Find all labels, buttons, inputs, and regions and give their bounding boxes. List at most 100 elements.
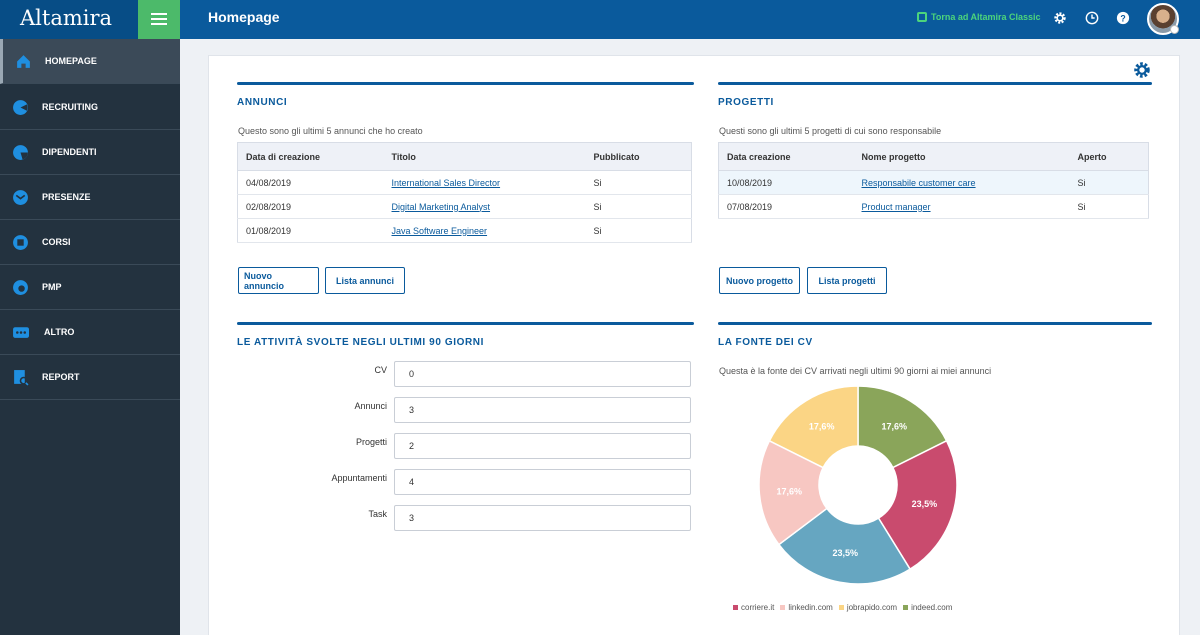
column-header[interactable]: Data creazione: [718, 142, 854, 171]
switch-icon: [917, 12, 927, 22]
legend-label: corriere.it: [741, 603, 775, 612]
classic-link-label: Torna ad Altamira Classic: [931, 12, 1041, 22]
legend-label: indeed.com: [911, 603, 953, 612]
user-avatar[interactable]: [1147, 3, 1179, 35]
sidebar-item-altro[interactable]: ALTRO: [0, 310, 180, 355]
annuncio-link[interactable]: Java Software Engineer: [391, 225, 488, 236]
cell-open: Si: [1069, 194, 1149, 219]
cell-name: Responsabile customer care: [853, 170, 1070, 195]
dashboard-settings-icon[interactable]: [1133, 61, 1151, 79]
pie-slice[interactable]: [777, 507, 912, 585]
legend-item[interactable]: jobrapido.com: [838, 603, 897, 612]
cell-date: 01/08/2019: [237, 218, 384, 243]
cell-date: 07/08/2019: [718, 194, 854, 219]
column-header[interactable]: Aperto: [1069, 142, 1149, 171]
clock-icon[interactable]: [1085, 11, 1099, 25]
list-progetti-button[interactable]: Lista progetti: [807, 267, 887, 294]
cell-date: 02/08/2019: [237, 194, 384, 219]
sidebar-item-label: PRESENZE: [42, 192, 91, 202]
progetto-link[interactable]: Product manager: [861, 201, 931, 212]
legend-swatch: [838, 605, 844, 610]
annuncio-link[interactable]: Digital Marketing Analyst: [391, 201, 491, 212]
app-logo[interactable]: Altamira: [0, 0, 138, 39]
pie-slice-label: 17,6%: [777, 486, 803, 496]
page-title: Homepage: [208, 9, 280, 25]
attendance-icon: [13, 189, 28, 205]
table-header-row: Data creazione Nome progetto Aperto: [718, 142, 1149, 171]
sidebar-item-pmp[interactable]: PMP: [0, 265, 180, 310]
annuncio-link[interactable]: International Sales Director: [391, 177, 501, 188]
progetti-title: PROGETTI: [718, 97, 774, 108]
new-progetto-button[interactable]: Nuovo progetto: [719, 267, 800, 294]
sidebar-item-recruiting[interactable]: RECRUITING: [0, 85, 180, 130]
table-row: 02/08/2019 Digital Marketing Analyst Si: [237, 194, 692, 219]
legend-item[interactable]: linkedin.com: [780, 603, 833, 612]
chart-legend: corriere.it linkedin.com jobrapido.com i…: [733, 603, 952, 612]
stat-label-task: Task: [368, 509, 387, 519]
employees-icon: [13, 144, 28, 160]
column-header[interactable]: Titolo: [383, 142, 586, 171]
sidebar-item-label: HOMEPAGE: [45, 56, 97, 66]
cell-date: 04/08/2019: [237, 170, 384, 195]
cell-title: Digital Marketing Analyst: [383, 194, 586, 219]
sidebar-item-label: RECRUITING: [42, 102, 98, 112]
stat-field-task[interactable]: 3: [394, 505, 691, 531]
sidebar-item-label: DIPENDENTI: [42, 147, 97, 157]
legend-label: linkedin.com: [788, 603, 833, 612]
legend-item[interactable]: indeed.com: [903, 603, 952, 612]
stat-field-annunci[interactable]: 3: [394, 397, 691, 423]
legend-swatch: [903, 605, 909, 610]
progetto-link[interactable]: Responsabile customer care: [861, 177, 976, 188]
gear-icon[interactable]: [1053, 11, 1067, 25]
classic-link[interactable]: Torna ad Altamira Classic: [917, 12, 1041, 22]
stat-field-progetti[interactable]: 2: [394, 433, 691, 459]
progetti-subtitle: Questi sono gli ultimi 5 progetti di cui…: [719, 126, 942, 136]
help-icon[interactable]: ?: [1116, 11, 1130, 25]
cell-published: Si: [585, 218, 692, 243]
hamburger-icon: [151, 13, 167, 15]
other-icon: [13, 326, 29, 338]
table-row: 10/08/2019 Responsabile customer care Si: [718, 170, 1149, 195]
legend-item[interactable]: corriere.it: [733, 603, 774, 612]
recruiting-icon: [13, 99, 28, 115]
pie-slice-label: 17,6%: [882, 421, 908, 431]
stat-label-progetti: Progetti: [355, 437, 387, 447]
sidebar-item-label: REPORT: [42, 372, 80, 382]
courses-icon: [13, 234, 28, 250]
pie-slice-label: 23,5%: [832, 548, 858, 558]
column-header[interactable]: Nome progetto: [853, 142, 1070, 171]
annunci-subtitle: Questo sono gli ultimi 5 annunci che ho …: [238, 126, 423, 136]
svg-text:?: ?: [1120, 14, 1125, 24]
column-header[interactable]: Data di creazione: [237, 142, 384, 171]
pie-slice[interactable]: [768, 385, 859, 469]
stat-label-appuntamenti: Appuntamenti: [331, 473, 387, 483]
stat-field-appuntamenti[interactable]: 4: [394, 469, 691, 495]
list-annunci-button[interactable]: Lista annunci: [325, 267, 405, 294]
sidebar-item-report[interactable]: REPORT: [0, 355, 180, 400]
legend-swatch: [780, 605, 786, 610]
sidebar-item-label: CORSI: [42, 237, 71, 247]
sidebar: HOMEPAGE RECRUITING DIPENDENTI PRESENZE …: [0, 39, 180, 635]
cell-title: Java Software Engineer: [383, 218, 586, 243]
sidebar-item-corsi[interactable]: CORSI: [0, 220, 180, 265]
annunci-table: Data di creazione Titolo Pubblicato 04/0…: [237, 142, 692, 243]
pie-slice[interactable]: [857, 385, 948, 469]
top-bar: Altamira Homepage Torna ad Altamira Clas…: [0, 0, 1200, 39]
table-row: 01/08/2019 Java Software Engineer Si: [237, 218, 692, 243]
column-header[interactable]: Pubblicato: [585, 142, 692, 171]
cv-source-chart: 17,6% 23,5% 23,5% 17,6% 17,6%: [758, 385, 958, 585]
report-icon: [14, 369, 29, 386]
stat-field-cv[interactable]: 0: [394, 361, 691, 387]
pie-slice[interactable]: [877, 439, 958, 571]
avatar-status-badge: [1170, 25, 1179, 34]
pie-slice[interactable]: [758, 439, 828, 546]
new-annuncio-button[interactable]: Nuovo annuncio: [238, 267, 319, 294]
sidebar-item-homepage[interactable]: HOMEPAGE: [0, 39, 180, 84]
progetti-table: Data creazione Nome progetto Aperto 10/0…: [718, 142, 1149, 219]
legend-swatch: [733, 605, 738, 610]
sidebar-item-presenze[interactable]: PRESENZE: [0, 175, 180, 220]
menu-toggle-button[interactable]: [138, 0, 180, 39]
cell-date: 10/08/2019: [718, 170, 854, 195]
sidebar-item-dipendenti[interactable]: DIPENDENTI: [0, 130, 180, 175]
stat-label-annunci: Annunci: [354, 401, 387, 411]
